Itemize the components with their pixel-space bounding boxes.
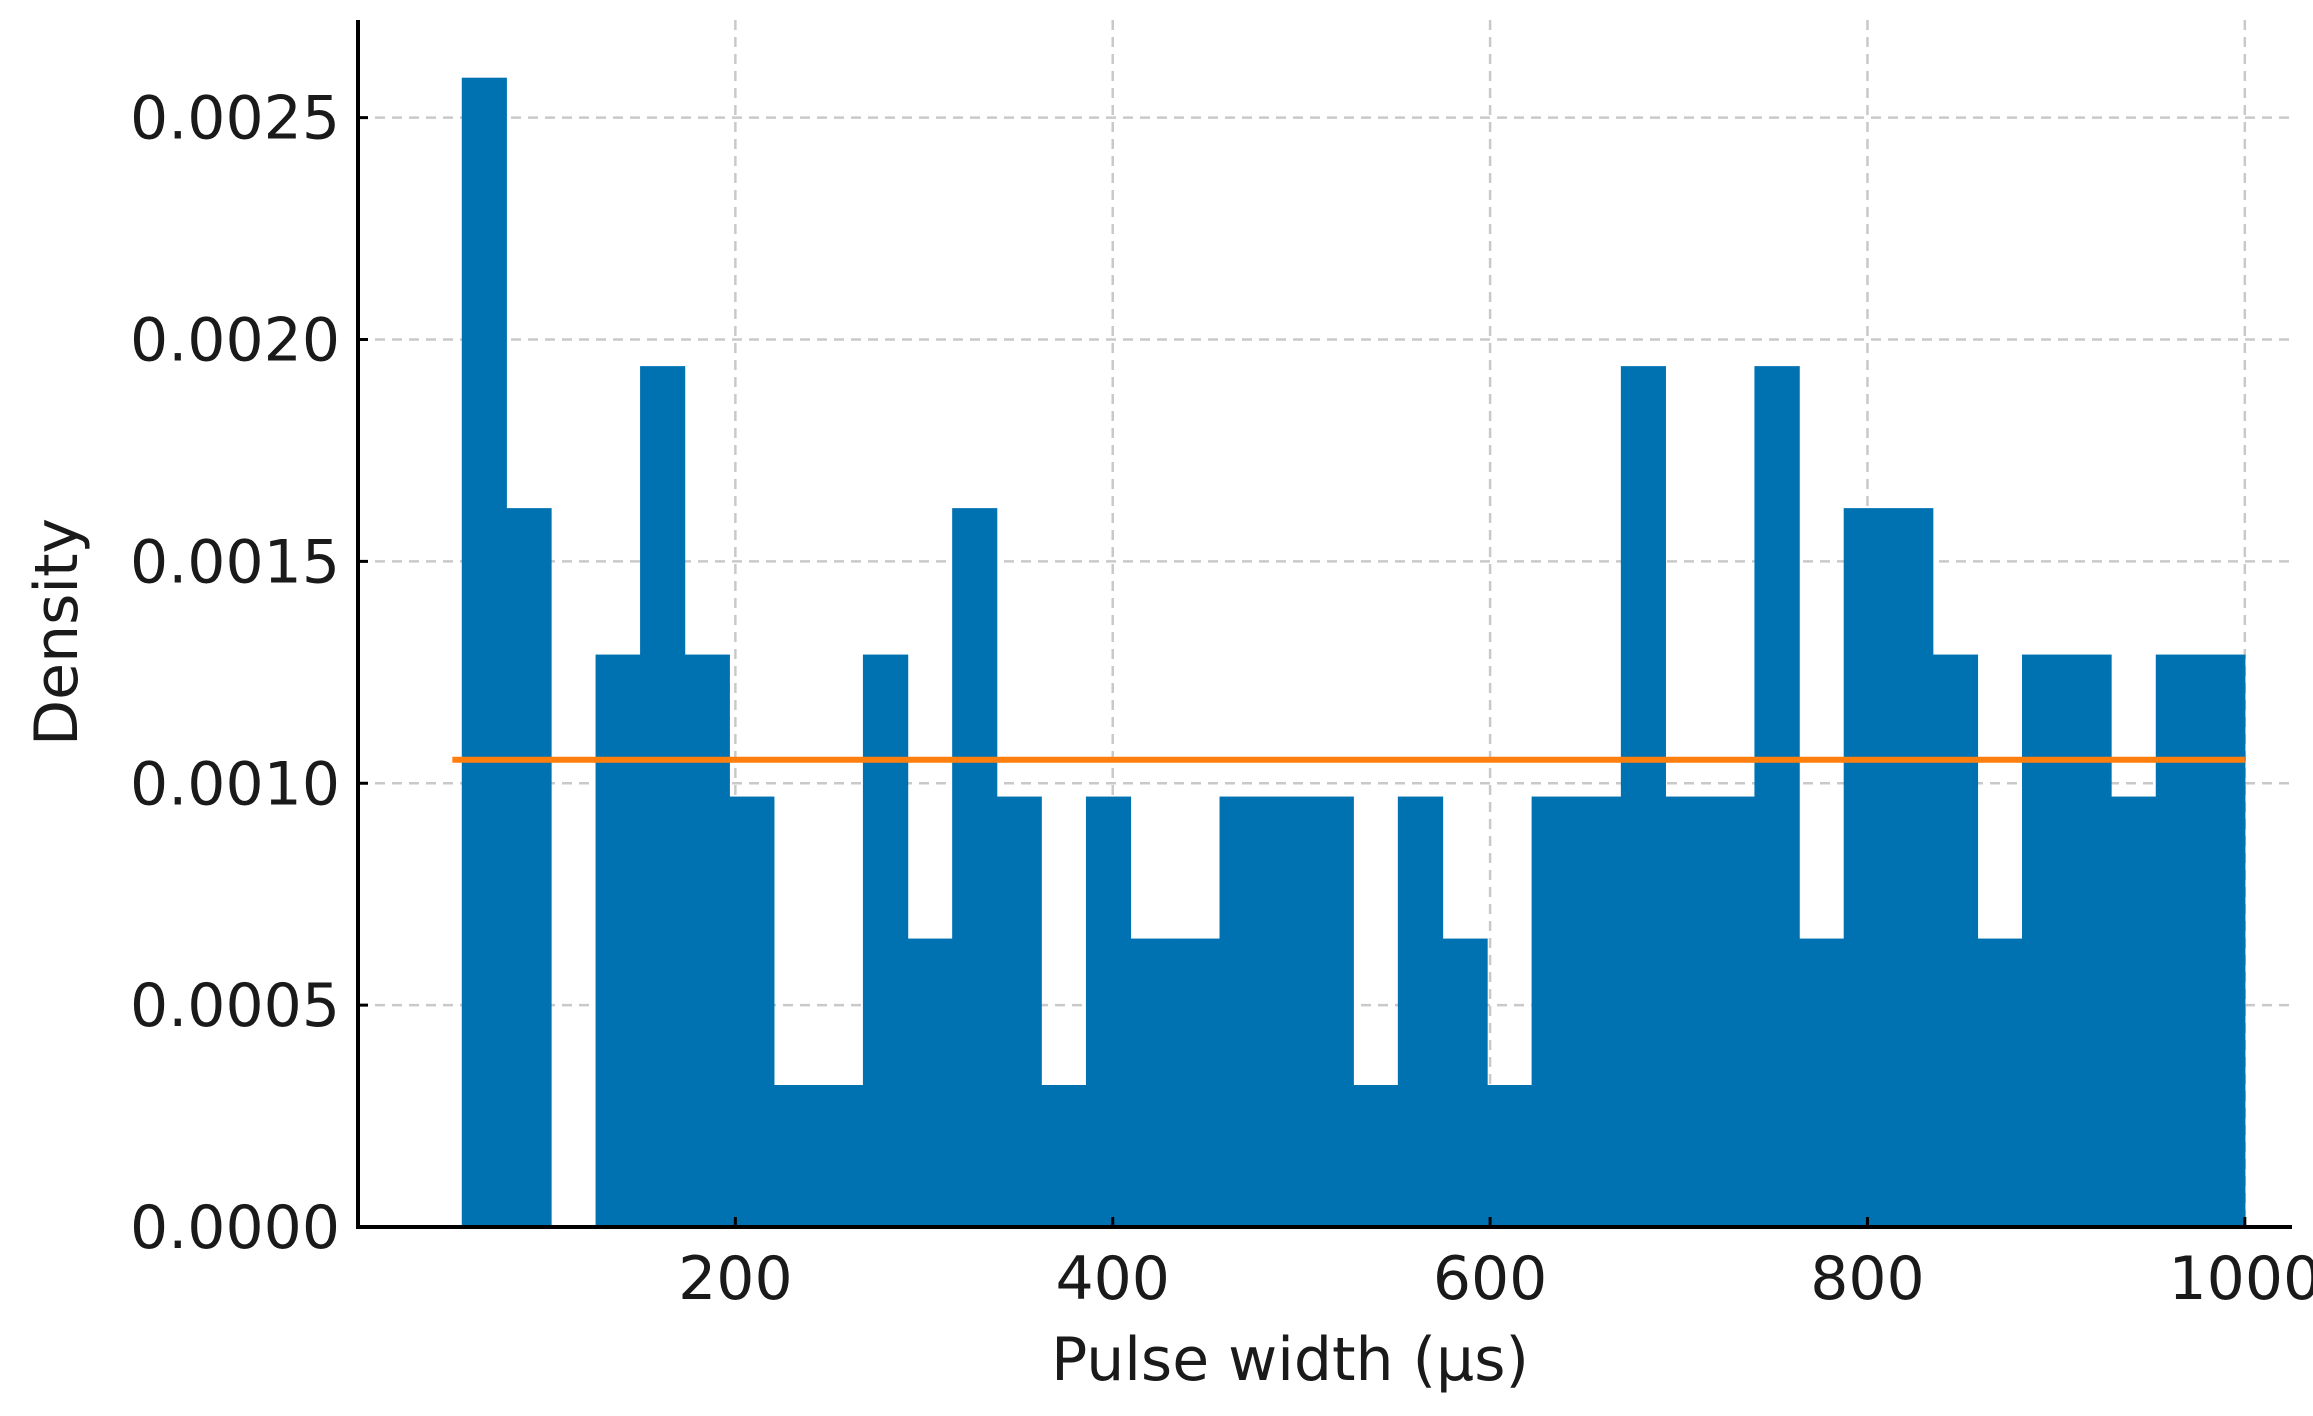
histogram-bar <box>2111 796 2157 1227</box>
histogram-bar <box>1487 1085 1533 1227</box>
histogram-bar <box>1353 1085 1399 1227</box>
y-tick-label: 0.0020 <box>130 306 340 376</box>
tick-labels: 200 400 600 800 1000 0.0000 0.0005 0.0010 0.0015… <box>130 84 2313 1314</box>
histogram-bar <box>907 938 953 1227</box>
x-tick-label: 200 <box>678 1244 793 1314</box>
x-tick-label: 400 <box>1055 1244 1170 1314</box>
histogram-bar <box>1843 508 1889 1227</box>
x-tick-label: 1000 <box>2168 1244 2313 1314</box>
histogram-bar <box>461 77 507 1227</box>
histogram-bar <box>1932 654 1979 1227</box>
histogram-bar <box>818 1085 864 1227</box>
y-tick-label: 0.0010 <box>130 749 340 819</box>
histogram-bar <box>1977 938 2023 1227</box>
histogram-bar <box>2155 654 2201 1227</box>
y-axis-label: Density <box>22 518 92 746</box>
histogram-bar <box>1709 796 1756 1227</box>
histogram-bar <box>1397 796 1444 1227</box>
histogram-bar <box>1174 938 1221 1227</box>
histogram-bar <box>1130 938 1176 1227</box>
histogram-bar <box>1799 938 1845 1227</box>
histogram-bars <box>461 77 2246 1227</box>
histogram-bar <box>1041 1085 1087 1227</box>
histogram-bar <box>1531 796 1577 1227</box>
x-axis-label: Pulse width (μs) <box>1051 1325 1529 1395</box>
x-tick-label: 800 <box>1810 1244 1925 1314</box>
histogram-bar <box>595 654 641 1227</box>
histogram-bar <box>1620 366 1666 1227</box>
histogram-bar <box>729 796 775 1227</box>
axes <box>356 20 2292 1229</box>
histogram-bar <box>506 508 552 1227</box>
histogram-bar <box>640 366 686 1227</box>
x-tick-label: 600 <box>1433 1244 1548 1314</box>
histogram-bar <box>773 1085 819 1227</box>
histogram-bar <box>1085 796 1132 1227</box>
histogram-bar <box>1665 796 1711 1227</box>
histogram-bar <box>2066 654 2112 1227</box>
y-tick-label: 0.0000 <box>130 1193 340 1263</box>
histogram-bar <box>2021 654 2068 1227</box>
histogram-bar <box>1576 796 1622 1227</box>
histogram-bar <box>2200 654 2246 1227</box>
histogram-bar <box>1308 796 1354 1227</box>
histogram-bar <box>684 654 730 1227</box>
y-tick-label: 0.0025 <box>130 84 340 154</box>
y-tick-label: 0.0005 <box>130 971 340 1041</box>
histogram-bar <box>862 654 909 1227</box>
histogram-bar <box>1888 508 1934 1227</box>
histogram-bar <box>1219 796 1265 1227</box>
histogram-bar <box>1264 796 1310 1227</box>
histogram-bar <box>1754 366 1800 1227</box>
histogram-bar <box>996 796 1042 1227</box>
histogram-bar <box>1442 938 1488 1227</box>
histogram-bar <box>952 508 998 1227</box>
y-tick-label: 0.0015 <box>130 527 340 597</box>
